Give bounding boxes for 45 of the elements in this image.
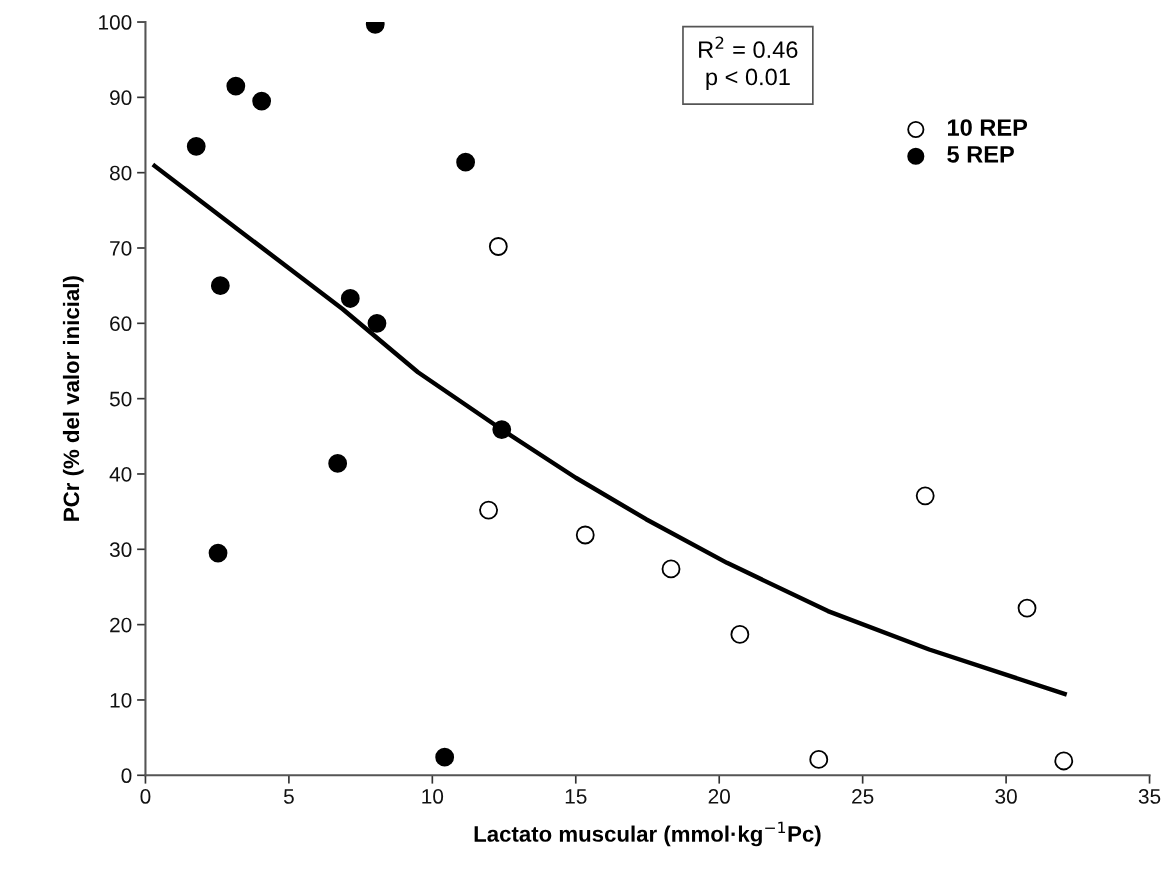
y-tick-label: 0 (121, 768, 132, 784)
x-tick-label: 20 (708, 789, 730, 804)
line-series (152, 163, 1067, 697)
point (226, 76, 246, 96)
y-tick-label: 90 (110, 90, 132, 106)
point (340, 289, 360, 308)
y-tick-label: 60 (110, 316, 132, 332)
x-tick-label: 30 (995, 789, 1017, 804)
x-tick-label: 10 (422, 789, 444, 804)
x-tick-label: 25 (852, 789, 874, 804)
point (661, 559, 681, 579)
point (1017, 598, 1037, 618)
point (210, 276, 230, 296)
y-tick-label: 40 (109, 466, 132, 482)
point (435, 747, 455, 767)
y-tick-label: 70 (110, 241, 132, 256)
y-axis-title: PCr (% del valor inicial) (62, 276, 84, 521)
y-tick-label: 100 (99, 15, 132, 30)
y-tick-label: 30 (109, 542, 132, 558)
point (575, 525, 595, 545)
y-tick-label: 80 (109, 165, 132, 181)
y-tick-label: 10 (110, 692, 132, 708)
x-axis-title: Lactato muscular (mmol·kg$^{−1}$Pc) (474, 821, 821, 847)
legend-label: 5 REP (947, 146, 1014, 163)
x-tick-label: 5 (283, 789, 294, 804)
point (730, 625, 750, 644)
point (488, 237, 508, 256)
x-tick-label: 0 (140, 789, 151, 804)
point (208, 543, 228, 563)
point (915, 486, 935, 506)
annotation: R$^{2}$ = 0.46 p < 0.01 (699, 36, 798, 91)
x-tick-label: 35 (1138, 789, 1161, 804)
point (252, 91, 272, 111)
point (492, 420, 512, 439)
point (456, 152, 476, 172)
point (328, 454, 348, 473)
point (186, 136, 206, 156)
point (367, 313, 387, 333)
y-tick-label: 50 (109, 391, 132, 407)
point (479, 500, 498, 520)
point (809, 750, 829, 769)
legend-label: 10 REP (948, 119, 1028, 136)
y-tick-label: 20 (110, 617, 132, 633)
point (1054, 751, 1074, 771)
x-tick-label: 15 (565, 789, 587, 804)
